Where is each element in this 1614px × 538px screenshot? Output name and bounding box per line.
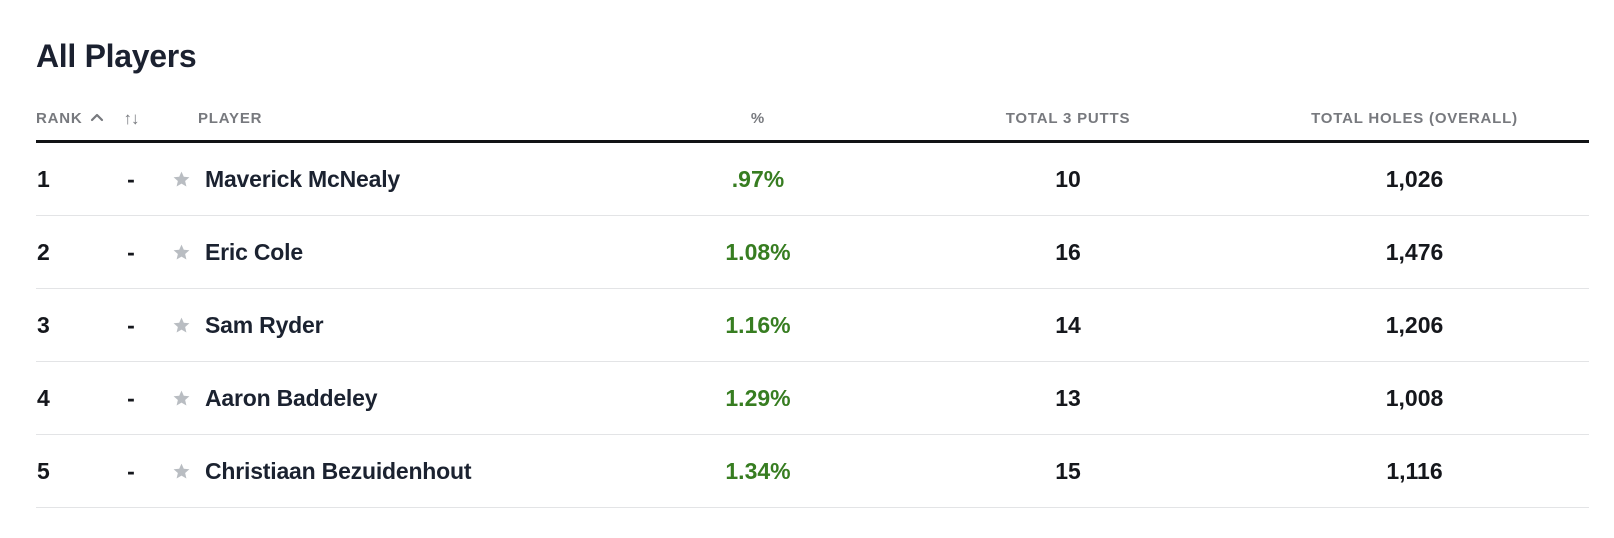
player-name[interactable]: Aaron Baddeley bbox=[205, 384, 378, 411]
total-holes-value: 1,026 bbox=[1385, 165, 1444, 192]
percent-value: 1.08% bbox=[725, 238, 791, 265]
column-header-percent[interactable]: % bbox=[750, 110, 766, 127]
chevron-up-icon bbox=[90, 110, 104, 128]
rank-header-label: RANK bbox=[36, 110, 83, 127]
percent-value: 1.16% bbox=[725, 311, 791, 338]
rank-value: 1 bbox=[37, 165, 50, 192]
column-header-player[interactable]: PLAYER bbox=[198, 110, 263, 127]
table-row[interactable]: 2 - Eric Cole 1.08% 16 1,476 bbox=[36, 216, 1589, 289]
sort-arrows-icon: ↑↓ bbox=[123, 109, 140, 128]
total-holes-value: 1,116 bbox=[1386, 457, 1443, 484]
total-3-putts-value: 15 bbox=[1055, 457, 1081, 484]
star-icon[interactable] bbox=[172, 462, 191, 481]
player-name[interactable]: Christiaan Bezuidenhout bbox=[205, 457, 472, 484]
player-cell: Aaron Baddeley bbox=[151, 385, 620, 412]
rank-value: 2 bbox=[37, 238, 50, 265]
movement-value: - bbox=[127, 384, 135, 411]
column-header-rank[interactable]: RANK bbox=[36, 110, 111, 128]
rank-value: 5 bbox=[37, 457, 50, 484]
total-3-putts-value: 14 bbox=[1055, 311, 1081, 338]
movement-value: - bbox=[127, 311, 135, 338]
percent-value: 1.34% bbox=[725, 457, 791, 484]
column-header-total-3-putts[interactable]: TOTAL 3 PUTTS bbox=[1005, 110, 1131, 127]
movement-value: - bbox=[127, 165, 135, 192]
star-icon[interactable] bbox=[172, 243, 191, 262]
total-holes-value: 1,008 bbox=[1385, 384, 1444, 411]
movement-value: - bbox=[127, 238, 135, 265]
player-name[interactable]: Maverick McNealy bbox=[205, 165, 400, 192]
rank-value: 3 bbox=[37, 311, 50, 338]
rank-value: 4 bbox=[37, 384, 50, 411]
star-icon[interactable] bbox=[172, 170, 191, 189]
player-cell: Eric Cole bbox=[151, 239, 620, 266]
table-row[interactable]: 4 - Aaron Baddeley 1.29% 13 1,008 bbox=[36, 362, 1589, 435]
table-row[interactable]: 1 - Maverick McNealy .97% 10 1,026 bbox=[36, 143, 1589, 216]
player-cell: Maverick McNealy bbox=[151, 166, 620, 193]
movement-value: - bbox=[127, 457, 135, 484]
percent-value: 1.29% bbox=[725, 384, 791, 411]
total-3-putts-value: 10 bbox=[1055, 165, 1081, 192]
player-cell: Sam Ryder bbox=[151, 312, 620, 339]
total-3-putts-value: 16 bbox=[1055, 238, 1081, 265]
page-title: All Players bbox=[36, 38, 197, 74]
star-icon[interactable] bbox=[172, 316, 191, 335]
column-header-movement[interactable]: ↑↓ bbox=[111, 110, 151, 128]
all-players-leaderboard: All Players RANK ↑↓ PLAYER % TOTAL 3 PUT… bbox=[36, 36, 1589, 508]
total-holes-value: 1,206 bbox=[1385, 311, 1444, 338]
player-name[interactable]: Sam Ryder bbox=[205, 311, 324, 338]
total-3-putts-value: 13 bbox=[1055, 384, 1081, 411]
total-holes-value: 1,476 bbox=[1385, 238, 1444, 265]
table-row[interactable]: 3 - Sam Ryder 1.16% 14 1,206 bbox=[36, 289, 1589, 362]
star-icon[interactable] bbox=[172, 389, 191, 408]
percent-value: .97% bbox=[731, 165, 785, 192]
player-cell: Christiaan Bezuidenhout bbox=[151, 458, 620, 485]
column-header-total-holes[interactable]: TOTAL HOLES (OVERALL) bbox=[1311, 110, 1518, 127]
player-name[interactable]: Eric Cole bbox=[205, 238, 303, 265]
table-row[interactable]: 5 - Christiaan Bezuidenhout 1.34% 15 1,1… bbox=[36, 435, 1589, 508]
table-header-row: RANK ↑↓ PLAYER % TOTAL 3 PUTTS TOTAL HOL… bbox=[36, 110, 1589, 143]
